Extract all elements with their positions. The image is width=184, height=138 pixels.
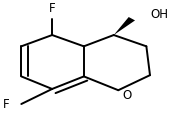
Text: F: F [49,2,55,15]
Text: OH: OH [150,8,168,22]
Text: F: F [3,98,9,111]
Text: O: O [122,89,131,102]
Polygon shape [114,17,135,35]
